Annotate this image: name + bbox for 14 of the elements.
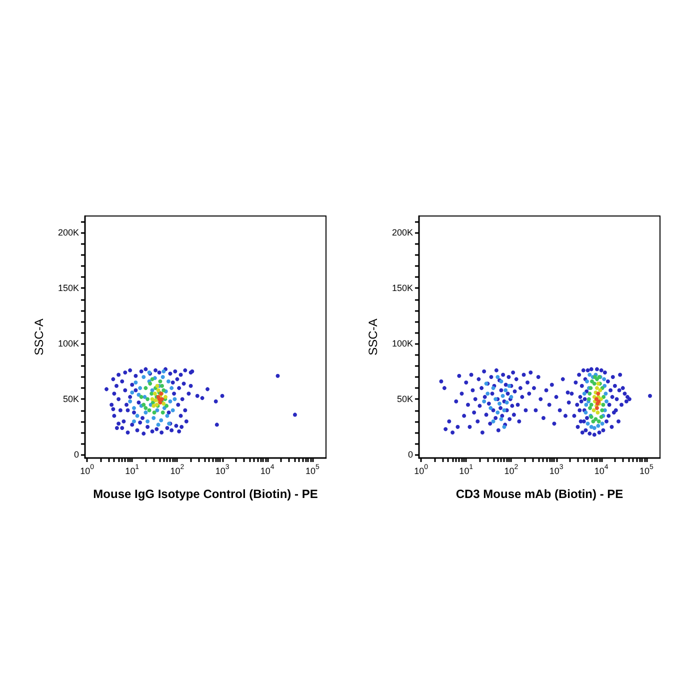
x-axis-title: CD3 Mouse mAb (Biotin) - PE (456, 487, 624, 501)
x-axis-title: Mouse IgG Isotype Control (Biotin) - PE (93, 487, 318, 501)
y-tick-label: 0 (74, 450, 79, 460)
y-tick-label: 200K (58, 228, 79, 238)
y-axis-title: SSC-A (366, 318, 380, 356)
y-tick-label: 100K (58, 338, 79, 349)
y-tick-label: 200K (392, 228, 413, 238)
y-tick-label: 150K (58, 283, 79, 294)
y-tick-label: 50K (62, 394, 79, 404)
y-tick-label: 150K (392, 283, 413, 294)
y-tick-label: 0 (408, 450, 413, 460)
y-axis-title: SSC-A (32, 318, 46, 356)
y-tick-label: 50K (396, 394, 413, 404)
y-tick-label: 100K (392, 338, 413, 349)
